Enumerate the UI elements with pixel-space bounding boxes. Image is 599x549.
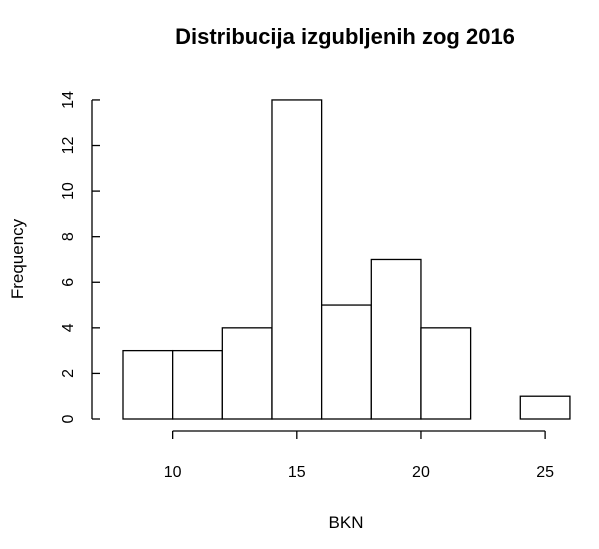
histogram-bar <box>519 395 571 420</box>
y-tick-label: 12 <box>60 137 77 155</box>
y-tick-label: 6 <box>60 278 77 287</box>
x-tick-label: 25 <box>536 464 554 481</box>
y-axis: 0 2 4 6 8 10 12 14 <box>60 91 100 423</box>
y-tick-label: 2 <box>60 369 77 378</box>
histogram-bar <box>420 327 472 420</box>
x-tick-label: 15 <box>288 464 306 481</box>
x-tick-label: 20 <box>412 464 430 481</box>
x-axis: 10 15 20 25 <box>164 430 554 481</box>
y-tick-label: 14 <box>60 91 77 109</box>
histogram-bar <box>122 349 174 420</box>
y-tick-label: 10 <box>60 182 77 200</box>
y-tick-label: 4 <box>60 323 77 332</box>
histogram-bar <box>320 304 372 420</box>
histogram-bar <box>221 327 273 420</box>
histogram-bar <box>370 258 422 420</box>
chart-title: Distribucija izgubljenih zog 2016 <box>175 24 515 49</box>
x-axis-label: BKN <box>329 513 364 532</box>
y-axis-label: Frequency <box>8 218 27 299</box>
y-tick-label: 8 <box>60 232 77 241</box>
histogram-bar <box>271 99 323 420</box>
histogram-bar <box>172 349 223 420</box>
x-tick-label: 10 <box>164 464 182 481</box>
bars <box>122 99 571 420</box>
y-tick-label: 0 <box>60 414 77 423</box>
